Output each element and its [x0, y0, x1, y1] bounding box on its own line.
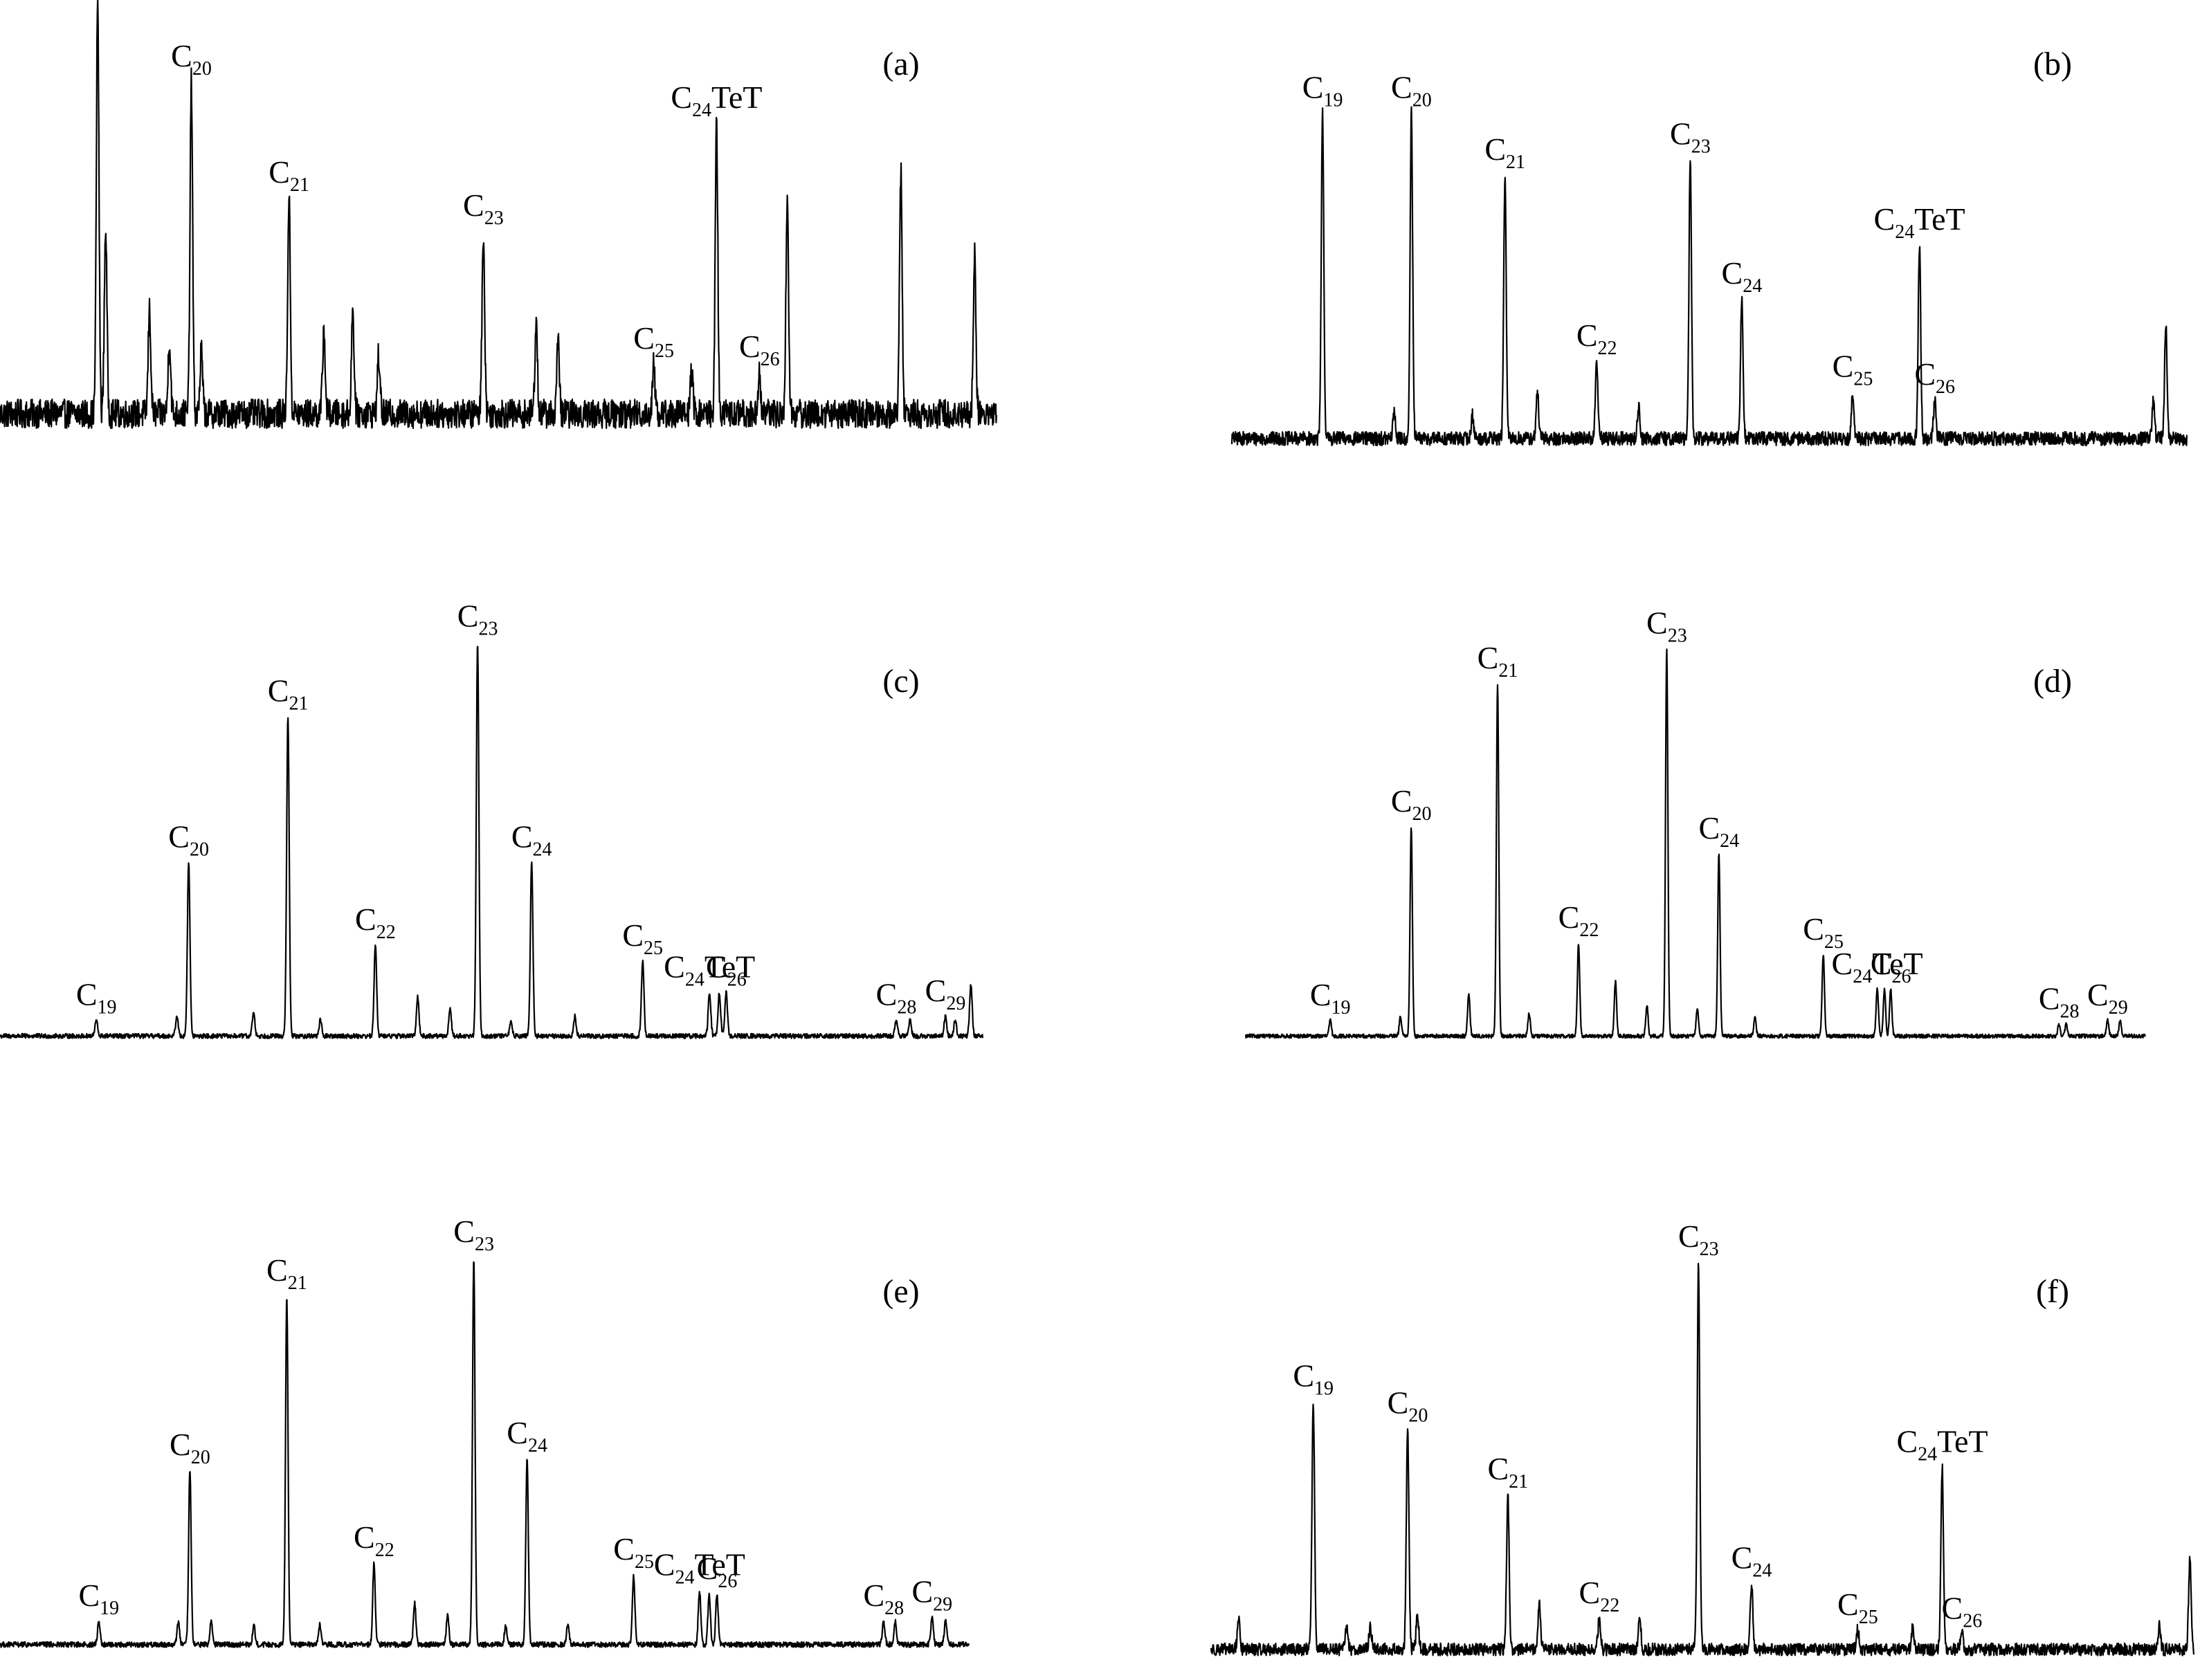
peak-label-f-C19: C19	[1293, 1358, 1334, 1399]
peak-label-d-C21: C21	[1478, 640, 1518, 682]
peak-label-f-C26: C26	[1942, 1590, 1983, 1632]
peak-label-f-C23: C23	[1678, 1218, 1719, 1260]
peak-label-e-C22: C22	[354, 1519, 394, 1561]
peak-label-a-C25: C25	[633, 320, 674, 362]
peak-label-c-C19: C19	[76, 977, 117, 1019]
peak-label-c-C24: C24	[511, 819, 552, 861]
peak-label-d-C24-TeT: C24TeT	[1832, 946, 1923, 987]
panel-label-c: (c)	[882, 663, 919, 700]
peak-label-b-C23: C23	[1670, 116, 1711, 158]
peak-label-d-C26: C26	[1871, 946, 1911, 987]
peak-label-e-C28: C28	[863, 1578, 904, 1619]
chromatogram-panel-b: (b) C19 C20 C21 C22 C23 C24 C25 C24TeT C26	[1230, 46, 2188, 447]
panel-label-d: (d)	[2033, 663, 2072, 700]
peak-label-b-C25: C25	[1833, 349, 1873, 390]
chromatogram-trace-c	[0, 646, 984, 1039]
peak-label-c-C26: C26	[706, 949, 747, 991]
peak-label-d-C25: C25	[1803, 911, 1844, 953]
peak-label-d-C28: C28	[2039, 981, 2080, 1023]
peak-label-c-C23: C23	[457, 598, 498, 639]
peak-label-c-C22: C22	[355, 902, 396, 943]
peak-label-d-C29: C29	[2087, 977, 2128, 1019]
peak-label-a-C23: C23	[463, 188, 504, 229]
panel-label-b: (b)	[2033, 46, 2072, 82]
peak-label-b-C20: C20	[1391, 69, 1432, 111]
peak-label-b-C24: C24	[1722, 255, 1763, 297]
chromatogram-panel-f: (f) C19 C20 C21 C22 C23 C24 C25 C24TeT C26	[1210, 1218, 2195, 1656]
peak-label-f-C20: C20	[1388, 1385, 1428, 1427]
peak-label-c-C24-TeT: C24TeT	[664, 949, 755, 991]
peak-label-f-C25: C25	[1837, 1587, 1878, 1628]
peak-label-e-C24: C24	[507, 1415, 547, 1457]
peak-label-b-C19: C19	[1302, 69, 1343, 111]
peak-label-d-C24: C24	[1698, 810, 1739, 852]
chromatogram-trace-f	[1210, 1262, 2195, 1656]
peak-label-b-C22: C22	[1576, 318, 1617, 359]
peak-label-d-C19: C19	[1310, 977, 1351, 1019]
peak-label-e-C29: C29	[911, 1574, 952, 1616]
peak-label-f-C22: C22	[1579, 1575, 1620, 1616]
peak-label-e-C20: C20	[170, 1427, 210, 1468]
panel-label-e: (e)	[882, 1273, 919, 1310]
peak-label-d-C23: C23	[1646, 605, 1687, 646]
chromatogram-trace-d	[1244, 648, 2147, 1039]
panel-label-a: (a)	[882, 46, 919, 82]
peak-label-a-C20: C20	[171, 38, 212, 80]
peak-label-c-C28: C28	[876, 977, 917, 1019]
peak-label-c-C21: C21	[268, 673, 309, 715]
peak-label-b-C24-TeT: C24TeT	[1874, 201, 1965, 243]
peak-label-a-C21: C21	[269, 154, 309, 196]
peak-label-e-C21: C21	[266, 1252, 307, 1294]
peak-label-b-C26: C26	[1914, 356, 1955, 398]
chromatogram-trace-b	[1230, 106, 2188, 447]
peak-label-a-C26: C26	[739, 329, 780, 370]
peak-label-e-C26: C26	[697, 1551, 738, 1592]
peak-label-b-C21: C21	[1484, 131, 1525, 173]
peak-label-f-C21: C21	[1487, 1451, 1528, 1492]
peak-label-e-C19: C19	[78, 1578, 119, 1619]
chromatogram-trace-a	[0, 0, 998, 430]
peak-label-f-C24: C24	[1731, 1540, 1772, 1582]
peak-label-f-C24-TeT: C24TeT	[1896, 1424, 1988, 1466]
chromatogram-panel-a: (a) C19C20C21C23C25C24TeTC26	[0, 0, 998, 430]
peak-label-e-C24-TeT: C24TeT	[654, 1546, 745, 1588]
peak-label-d-C20: C20	[1391, 783, 1432, 825]
peak-label-d-C22: C22	[1558, 900, 1599, 941]
peak-label-c-C29: C29	[925, 973, 966, 1014]
peak-label-e-C25: C25	[613, 1531, 654, 1573]
peak-label-c-C20: C20	[168, 819, 209, 861]
peak-label-a-C24-TeT: C24TeT	[671, 80, 762, 121]
peak-label-c-C25: C25	[622, 917, 663, 959]
panel-label-f: (f)	[2036, 1273, 2069, 1310]
chromatogram-trace-e	[0, 1261, 970, 1648]
peak-label-e-C23: C23	[453, 1214, 494, 1255]
